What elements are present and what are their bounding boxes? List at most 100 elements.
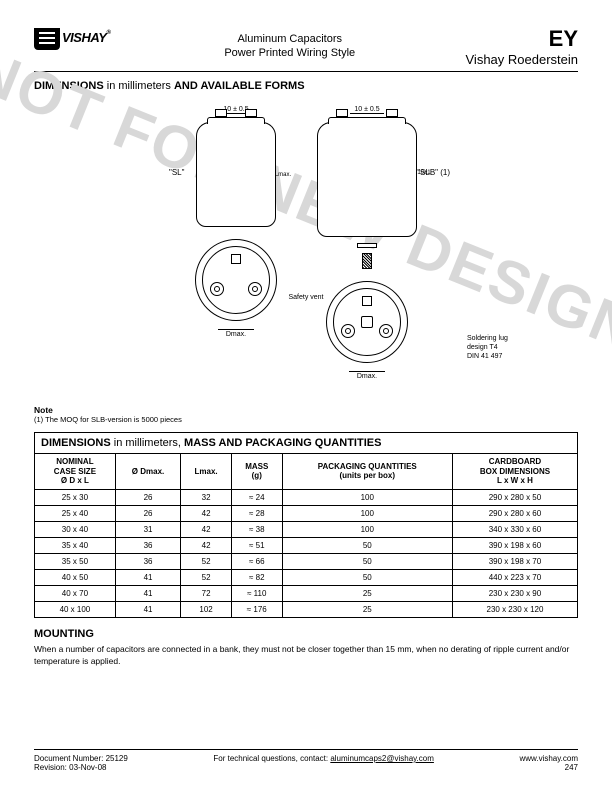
lug-hole-icon bbox=[341, 324, 355, 338]
section-title-dimensions: DIMENSIONS in millimeters AND AVAILABLE … bbox=[34, 80, 578, 92]
note-text: (1) The MOQ for SLB-version is 5000 piec… bbox=[34, 415, 182, 424]
table-cell: 42 bbox=[181, 505, 232, 521]
capacitor-body-sl: "SL" Lmax. bbox=[196, 122, 276, 227]
contact-prefix: For technical questions, contact: bbox=[213, 754, 330, 763]
lug-note: Soldering lug design T4 DIN 41 497 bbox=[467, 334, 537, 361]
capacitor-body-slb: "SLB" (1) 10±1 bbox=[317, 122, 417, 237]
table-cell: 32 bbox=[181, 489, 232, 505]
table-cell: 26 bbox=[115, 489, 180, 505]
table-cell: 100 bbox=[282, 521, 452, 537]
terminal-icon bbox=[386, 109, 398, 117]
lug-hole-icon bbox=[248, 282, 262, 296]
contact-email-link[interactable]: aluminumcaps2@vishay.com bbox=[330, 754, 434, 763]
vdim-top: 10±1 bbox=[418, 109, 430, 236]
revision-date: Revision: 03-Nov-08 bbox=[34, 763, 128, 772]
capacitor-sl-diagram: 10 ± 0.5 "SL" Lmax. Dmax. bbox=[195, 106, 277, 381]
logo-text: VISHAY® bbox=[62, 30, 110, 45]
dmax-label-slb: Dmax. bbox=[349, 371, 385, 381]
table-cell: 40 x 100 bbox=[35, 601, 116, 617]
table-cell: 290 x 280 x 60 bbox=[452, 505, 577, 521]
note-heading: Note bbox=[34, 405, 53, 415]
center-stud-icon bbox=[361, 316, 373, 328]
table-cell: ≈ 110 bbox=[231, 585, 282, 601]
safety-vent-label: Safety vent bbox=[286, 294, 325, 301]
safety-vent-icon bbox=[362, 296, 372, 306]
table-row: 40 x 504152≈ 8250440 x 223 x 70 bbox=[35, 569, 578, 585]
table-cell: 340 x 330 x 60 bbox=[452, 521, 577, 537]
mounting-text: When a number of capacitors are connecte… bbox=[34, 644, 578, 668]
lug-hole-icon bbox=[379, 324, 393, 338]
dmax-label-sl: Dmax. bbox=[218, 329, 254, 339]
table-cell: 230 x 230 x 120 bbox=[452, 601, 577, 617]
table-cell: 230 x 230 x 90 bbox=[452, 585, 577, 601]
table-cell: 26 bbox=[115, 505, 180, 521]
table-cell: 50 bbox=[282, 569, 452, 585]
table-row: 35 x 403642≈ 5150390 x 198 x 60 bbox=[35, 537, 578, 553]
table-cell: 40 x 70 bbox=[35, 585, 116, 601]
terminal-icon bbox=[245, 109, 257, 117]
table-title: DIMENSIONS in millimeters, MASS AND PACK… bbox=[34, 432, 578, 453]
table-cell: 35 x 50 bbox=[35, 553, 116, 569]
brand-name: Vishay Roederstein bbox=[466, 52, 579, 67]
vishay-logo: VISHAY® bbox=[34, 28, 112, 56]
capacitor-slb-diagram: 10 ± 0.5 "SLB" (1) 10±1 Dmax. Sol bbox=[317, 106, 417, 381]
table-cell: ≈ 24 bbox=[231, 489, 282, 505]
doc-number: Document Number: 25129 bbox=[34, 754, 128, 763]
table-row: 35 x 503652≈ 6650390 x 198 x 70 bbox=[35, 553, 578, 569]
table-header: Ø Dmax. bbox=[115, 454, 180, 490]
table-cell: 42 bbox=[181, 537, 232, 553]
subtitle-line2: Power Printed Wiring Style bbox=[114, 46, 466, 60]
table-cell: 25 bbox=[282, 585, 452, 601]
stud-base-icon bbox=[357, 243, 377, 248]
mounting-heading: MOUNTING bbox=[34, 628, 578, 640]
table-cell: 52 bbox=[181, 553, 232, 569]
top-dimension-slb: 10 ± 0.5 bbox=[350, 106, 383, 114]
table-row: 40 x 10041102≈ 17625230 x 230 x 120 bbox=[35, 601, 578, 617]
table-cell: 50 bbox=[282, 537, 452, 553]
table-cell: ≈ 66 bbox=[231, 553, 282, 569]
table-header: MASS(g) bbox=[231, 454, 282, 490]
table-header: NOMINALCASE SIZEØ D x L bbox=[35, 454, 116, 490]
table-cell: 290 x 280 x 50 bbox=[452, 489, 577, 505]
footer-url: www.vishay.com bbox=[519, 754, 578, 763]
table-cell: 25 x 30 bbox=[35, 489, 116, 505]
table-cell: ≈ 38 bbox=[231, 521, 282, 537]
table-cell: 25 bbox=[282, 601, 452, 617]
page-header: VISHAY® Aluminum Capacitors Power Printe… bbox=[34, 28, 578, 72]
diagram-area: Safety vent 10 ± 0.5 "SL" Lmax. Dmax. bbox=[34, 96, 578, 401]
terminal-icon bbox=[215, 109, 227, 117]
series-code: EY bbox=[466, 28, 579, 50]
table-cell: ≈ 28 bbox=[231, 505, 282, 521]
logo-flag-icon bbox=[34, 28, 60, 50]
table-cell: 52 bbox=[181, 569, 232, 585]
table-cell: 40 x 50 bbox=[35, 569, 116, 585]
table-header: Lmax. bbox=[181, 454, 232, 490]
table-cell: 390 x 198 x 70 bbox=[452, 553, 577, 569]
table-row: 40 x 704172≈ 11025230 x 230 x 90 bbox=[35, 585, 578, 601]
table-cell: 36 bbox=[115, 537, 180, 553]
dimensions-table: NOMINALCASE SIZEØ D x LØ Dmax.Lmax.MASS(… bbox=[34, 453, 578, 618]
bottom-view-sl bbox=[195, 239, 277, 321]
stud-thread-icon bbox=[362, 253, 372, 269]
table-cell: 41 bbox=[115, 601, 180, 617]
table-cell: ≈ 82 bbox=[231, 569, 282, 585]
table-cell: 390 x 198 x 60 bbox=[452, 537, 577, 553]
table-row: 25 x 402642≈ 28100290 x 280 x 60 bbox=[35, 505, 578, 521]
table-cell: 41 bbox=[115, 569, 180, 585]
bottom-view-slb bbox=[326, 281, 408, 363]
table-cell: 50 bbox=[282, 553, 452, 569]
subtitle-line1: Aluminum Capacitors bbox=[114, 32, 466, 46]
terminal-icon bbox=[336, 109, 348, 117]
table-cell: 72 bbox=[181, 585, 232, 601]
mounting-section: MOUNTING When a number of capacitors are… bbox=[34, 628, 578, 668]
table-cell: 100 bbox=[282, 505, 452, 521]
label-sl: "SL" bbox=[169, 168, 184, 177]
table-cell: 25 x 40 bbox=[35, 505, 116, 521]
note-section: Note (1) The MOQ for SLB-version is 5000… bbox=[34, 405, 578, 424]
table-cell: 100 bbox=[282, 489, 452, 505]
table-cell: ≈ 51 bbox=[231, 537, 282, 553]
table-cell: 42 bbox=[181, 521, 232, 537]
table-cell: 36 bbox=[115, 553, 180, 569]
table-cell: 102 bbox=[181, 601, 232, 617]
table-header: PACKAGING QUANTITIES(units per box) bbox=[282, 454, 452, 490]
